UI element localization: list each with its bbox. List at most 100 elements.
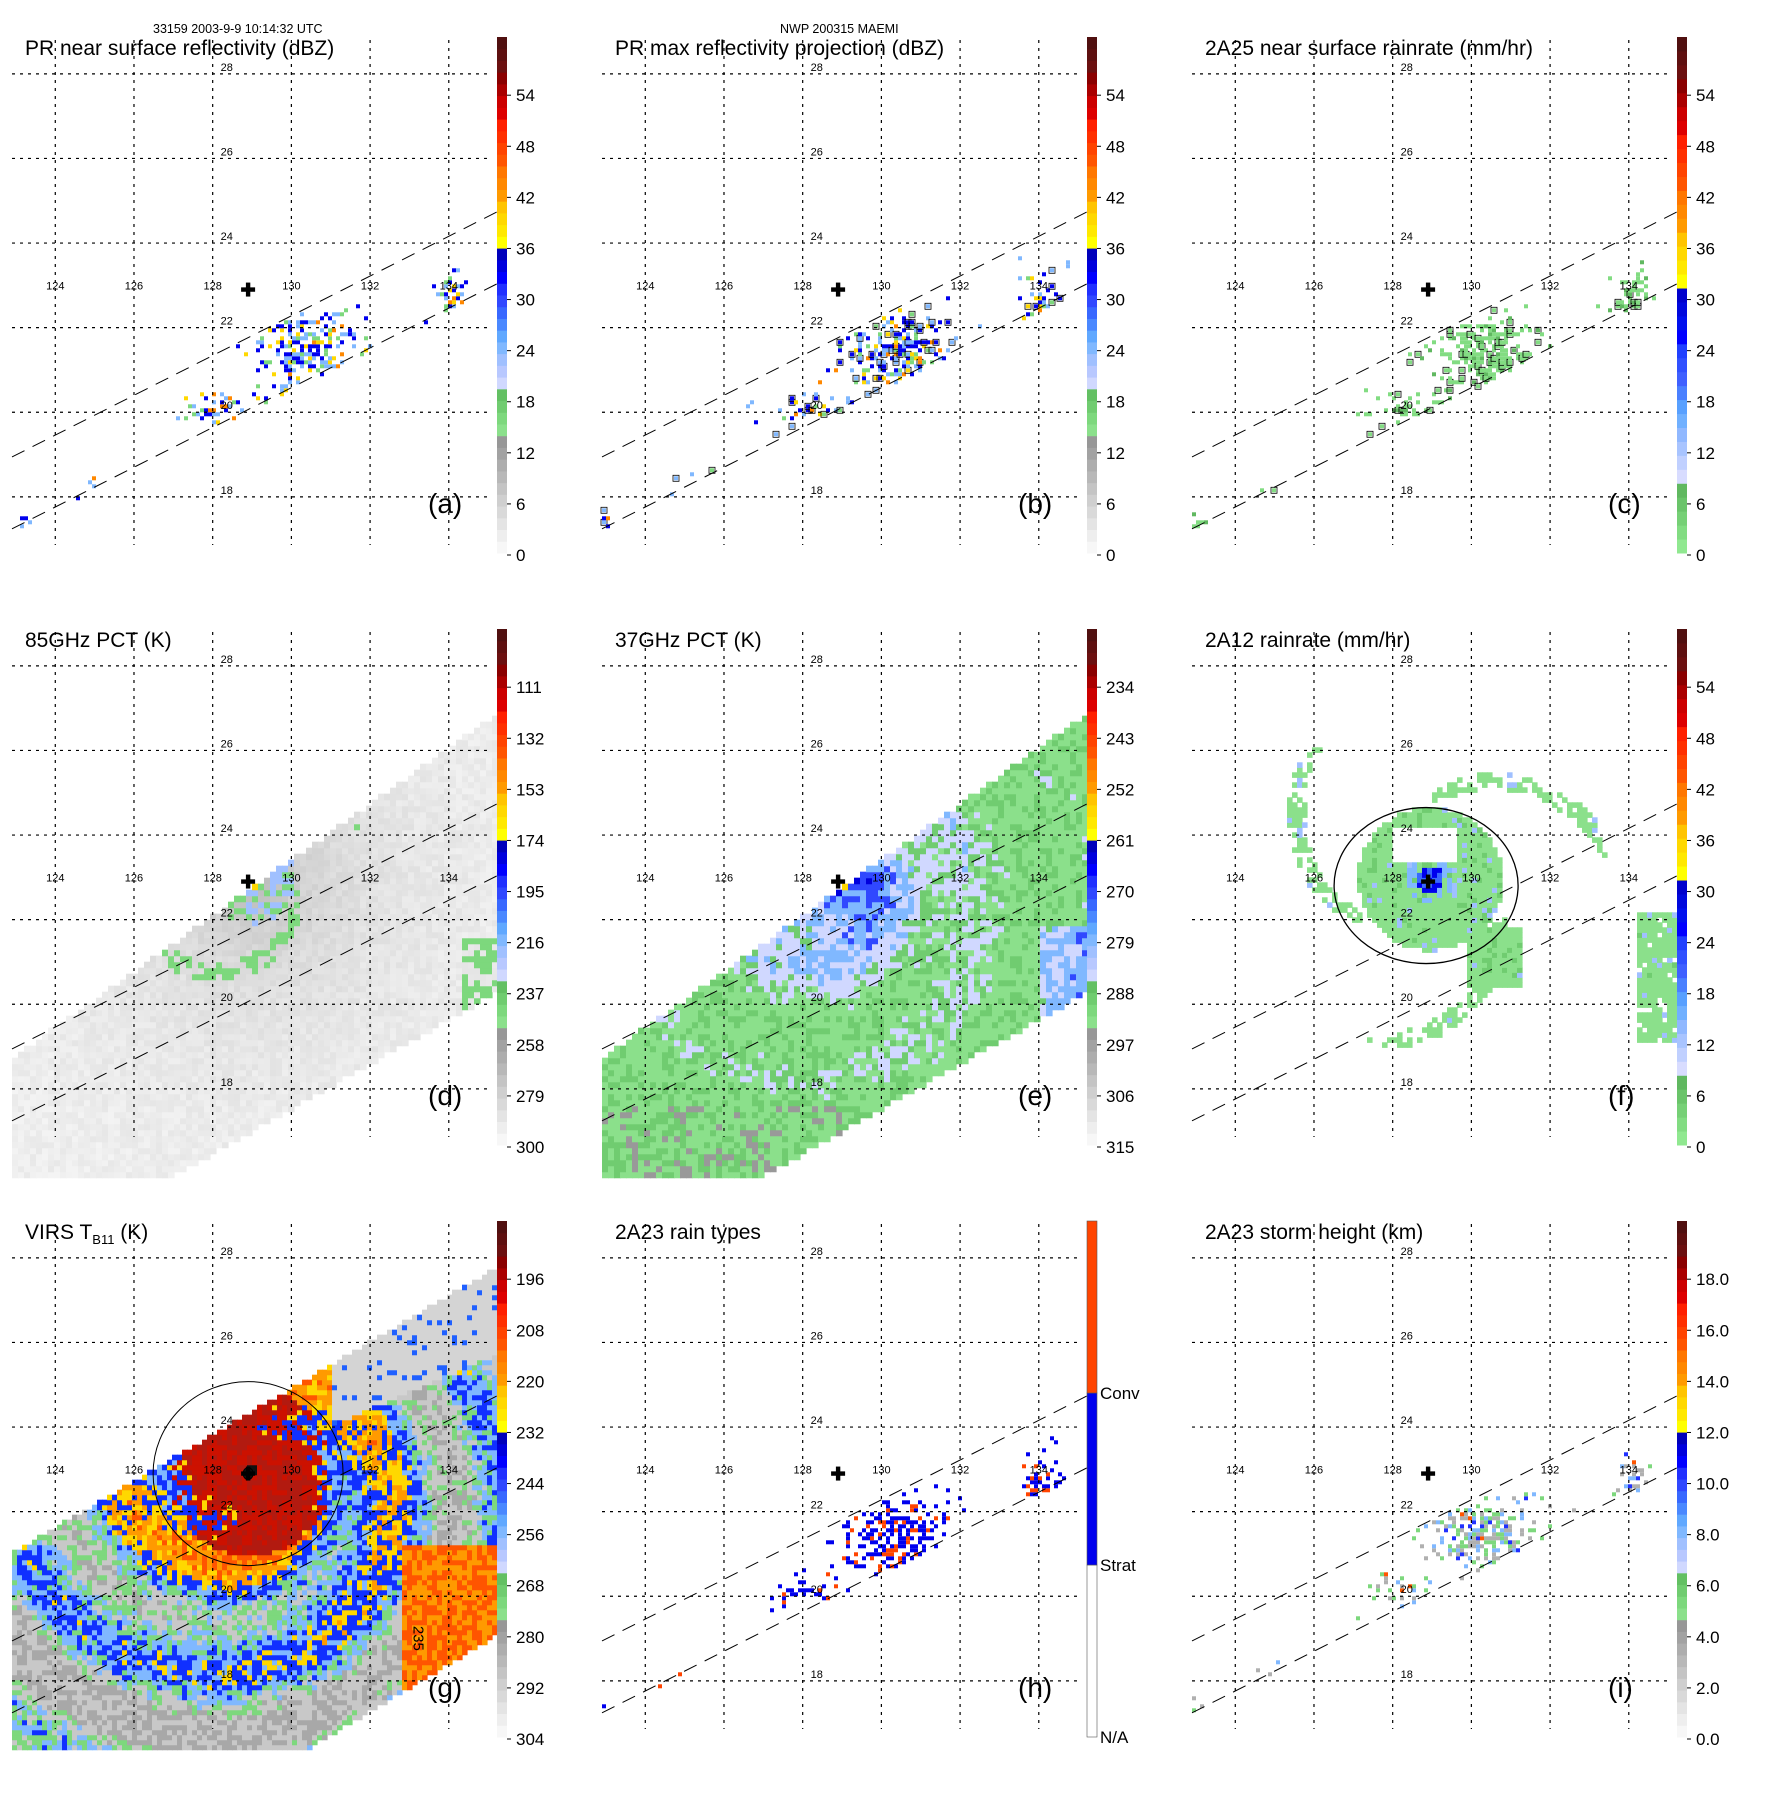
data-pixel xyxy=(426,974,433,981)
data-pixel xyxy=(1500,348,1504,352)
data-pixel xyxy=(90,1100,97,1107)
data-pixel xyxy=(396,1028,403,1035)
data-pixel xyxy=(210,962,217,969)
data-pixel xyxy=(390,908,397,915)
data-pixel xyxy=(874,376,878,380)
colorbar-segment xyxy=(497,1051,507,1063)
data-pixel xyxy=(468,758,475,765)
data-pixel xyxy=(324,932,331,939)
data-pixel xyxy=(474,908,481,915)
data-pixel xyxy=(456,992,463,999)
data-pixel xyxy=(692,1166,699,1173)
data-pixel xyxy=(300,932,307,939)
data-pixel xyxy=(668,1160,675,1167)
data-pixel xyxy=(258,1058,265,1065)
data-pixel xyxy=(910,312,914,316)
data-pixel xyxy=(66,1046,73,1053)
colorbar-segment xyxy=(497,307,507,319)
data-pixel xyxy=(276,956,283,963)
data-pixel xyxy=(450,986,457,993)
data-pixel xyxy=(162,1172,169,1179)
data-pixel xyxy=(602,1130,609,1137)
data-pixel xyxy=(234,1076,241,1083)
colorbar-segment xyxy=(1087,225,1097,237)
data-pixel xyxy=(60,1106,67,1113)
data-pixel xyxy=(366,842,373,849)
data-pixel xyxy=(108,1070,115,1077)
data-pixel xyxy=(174,1076,181,1083)
data-pixel xyxy=(228,956,235,963)
data-pixel xyxy=(1456,344,1460,348)
data-pixel xyxy=(360,1052,367,1059)
data-pixel xyxy=(698,1112,705,1119)
data-pixel xyxy=(288,372,292,376)
data-pixel xyxy=(450,962,457,969)
data-pixel xyxy=(284,352,288,356)
data-pixel xyxy=(686,1040,693,1047)
data-pixel xyxy=(168,956,175,963)
data-pixel xyxy=(342,842,349,849)
data-pixel xyxy=(192,1016,199,1023)
data-pixel xyxy=(390,998,397,1005)
data-pixel xyxy=(710,1070,717,1077)
colorbar-segment xyxy=(497,49,507,61)
data-pixel xyxy=(186,1022,193,1029)
data-pixel xyxy=(1192,512,1196,516)
data-pixel xyxy=(108,1172,115,1179)
data-pixel xyxy=(614,1070,621,1077)
data-pixel xyxy=(294,1076,301,1083)
data-pixel xyxy=(66,1160,73,1167)
data-pixel xyxy=(102,1076,109,1083)
data-pixel xyxy=(132,1100,139,1107)
data-pixel xyxy=(318,1058,325,1065)
data-pixel xyxy=(456,818,463,825)
data-pixel xyxy=(138,1154,145,1161)
data-pixel xyxy=(450,944,457,951)
data-pixel xyxy=(632,1112,639,1119)
data-pixel xyxy=(308,332,312,336)
data-pixel xyxy=(354,998,361,1005)
data-pixel xyxy=(858,356,862,360)
data-pixel xyxy=(456,890,463,897)
data-pixel xyxy=(36,1112,43,1119)
data-pixel xyxy=(306,944,313,951)
data-pixel xyxy=(270,1046,277,1053)
data-pixel xyxy=(42,1160,49,1167)
data-pixel xyxy=(108,1136,115,1143)
data-pixel xyxy=(300,860,307,867)
data-pixel xyxy=(90,1142,97,1149)
data-pixel xyxy=(426,794,433,801)
data-pixel xyxy=(360,998,367,1005)
data-pixel xyxy=(354,854,361,861)
data-pixel xyxy=(432,794,439,801)
data-pixel xyxy=(330,944,337,951)
data-pixel xyxy=(156,980,163,987)
data-pixel xyxy=(186,1028,193,1035)
data-pixel xyxy=(456,926,463,933)
data-pixel xyxy=(626,1130,633,1137)
data-pixel xyxy=(342,902,349,909)
colorbar-tick-label: 300 xyxy=(516,1138,544,1157)
data-pixel xyxy=(354,848,361,855)
data-pixel xyxy=(260,344,264,348)
data-pixel xyxy=(426,896,433,903)
data-pixel xyxy=(372,1040,379,1047)
data-pixel xyxy=(114,1094,121,1101)
data-pixel xyxy=(48,1160,55,1167)
data-pixel xyxy=(456,740,463,747)
data-pixel xyxy=(898,336,902,340)
data-pixel xyxy=(444,956,451,963)
data-pixel xyxy=(150,1094,157,1101)
data-pixel xyxy=(270,1076,277,1083)
data-pixel xyxy=(280,340,284,344)
data-pixel xyxy=(438,866,445,873)
data-pixel xyxy=(144,1082,151,1089)
data-pixel xyxy=(294,1028,301,1035)
data-pixel xyxy=(414,848,421,855)
data-pixel xyxy=(710,1160,717,1167)
data-pixel xyxy=(402,896,409,903)
data-pixel xyxy=(608,1058,615,1065)
data-pixel xyxy=(270,1070,277,1077)
